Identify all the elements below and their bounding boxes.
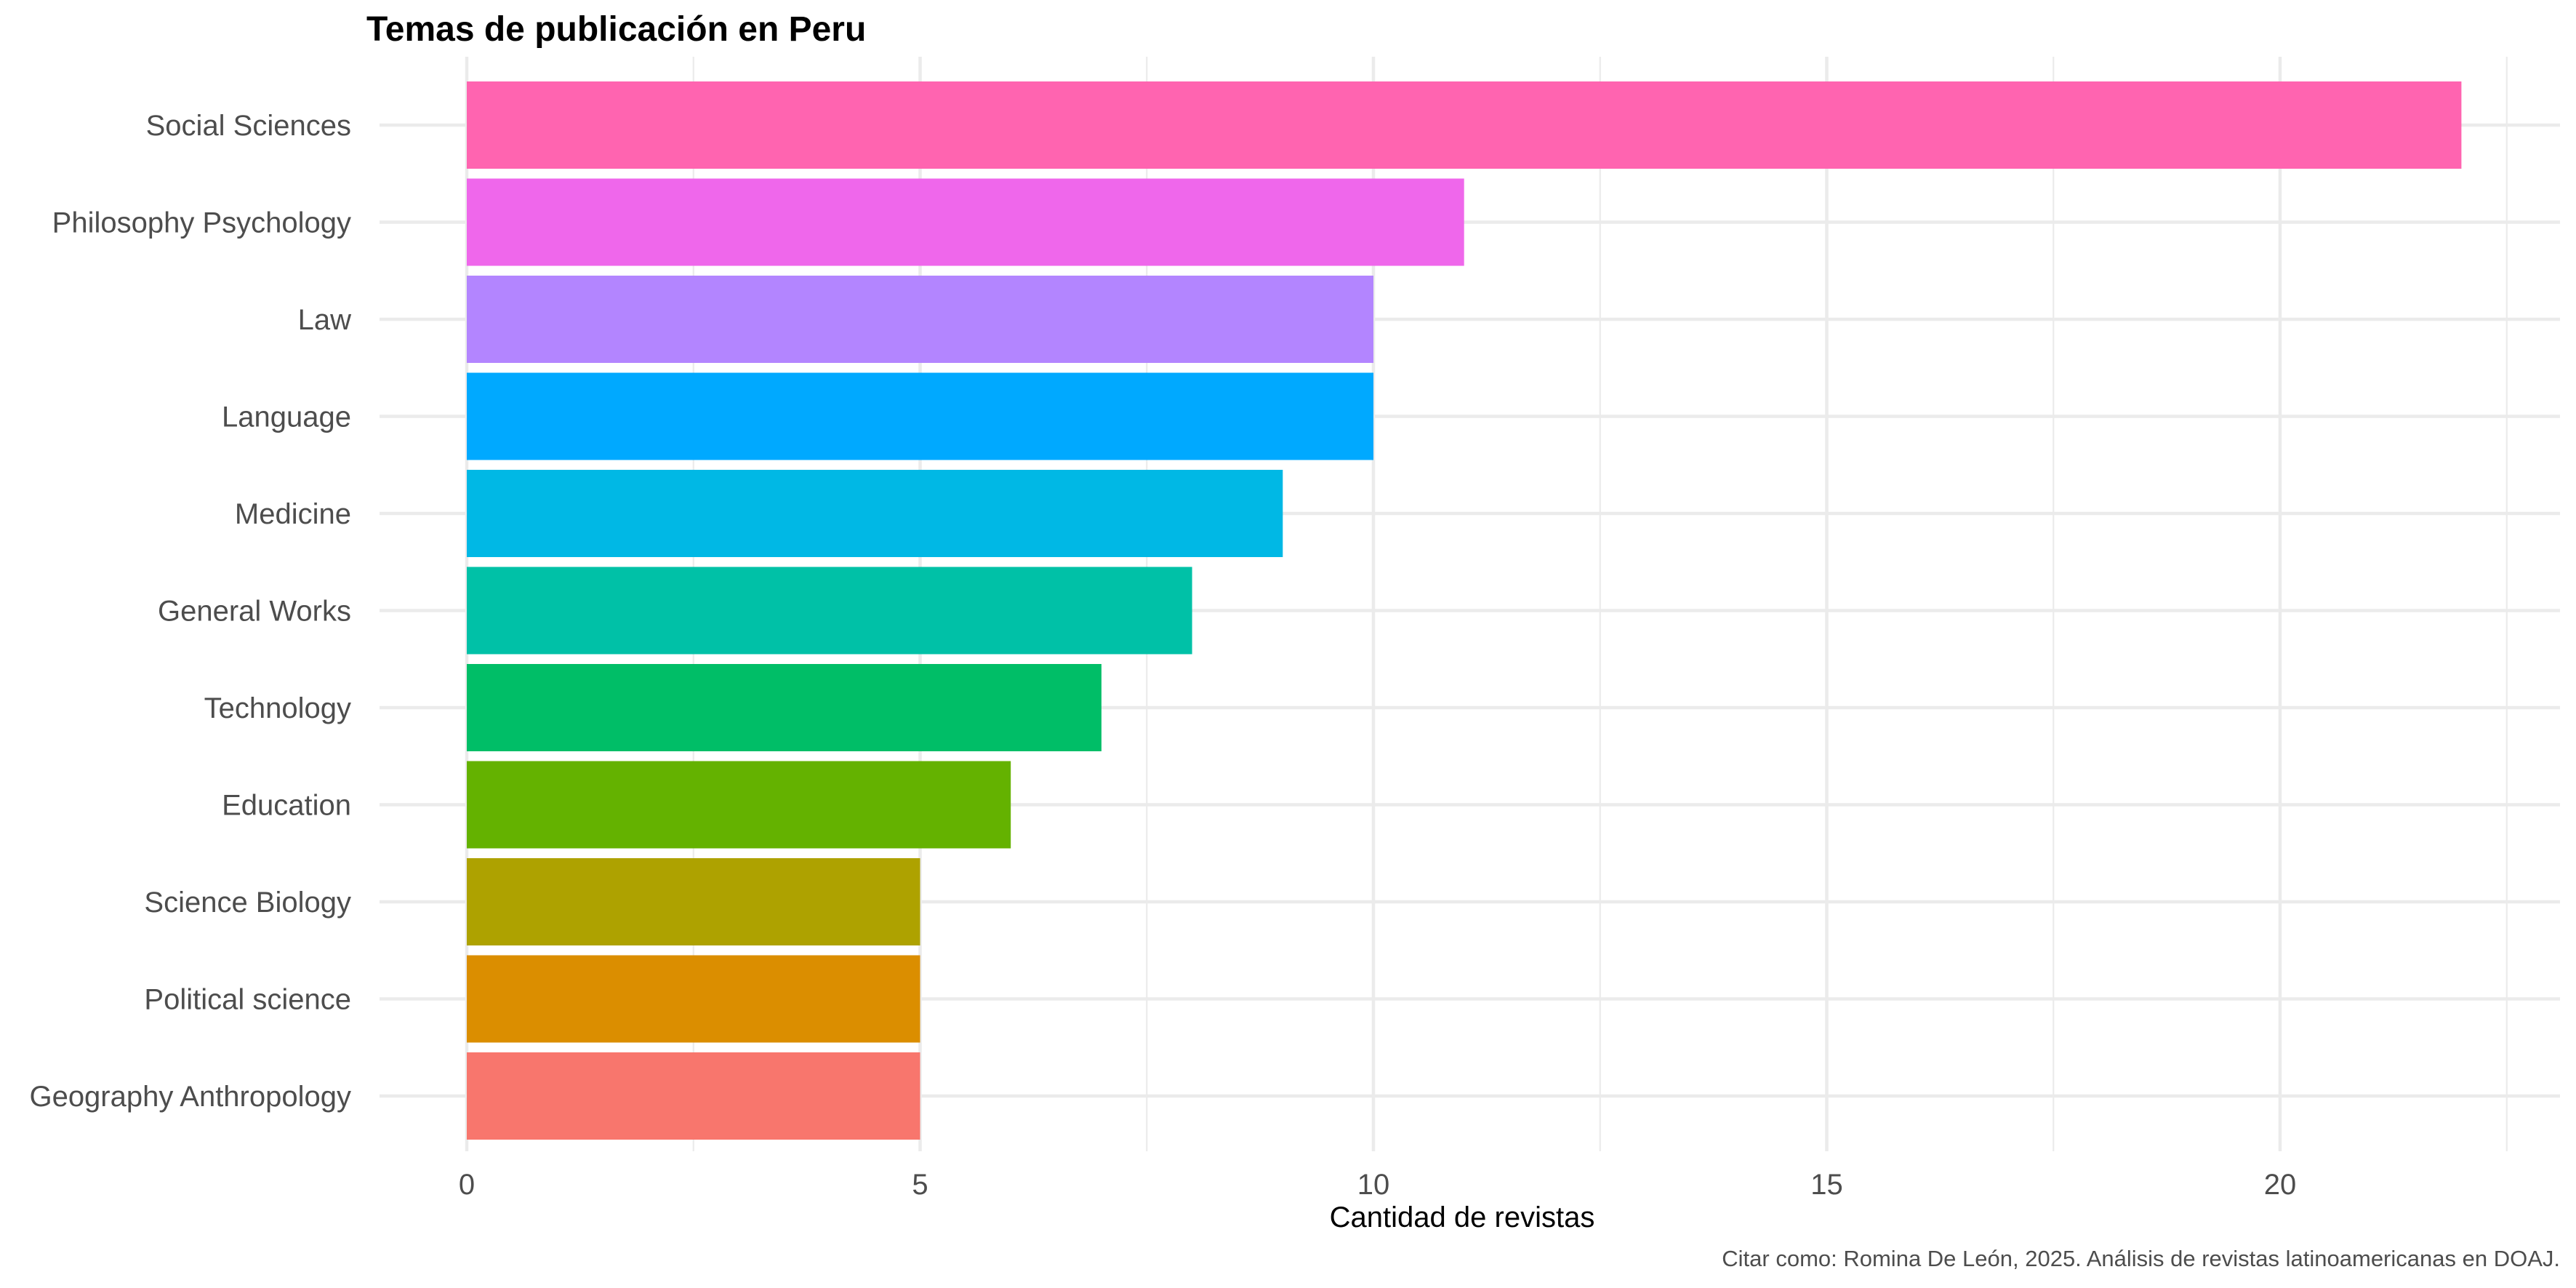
x-tick-label: 15	[1810, 1169, 1843, 1201]
category-label: Law	[298, 304, 351, 336]
chart-title: Temas de publicación en Peru	[366, 10, 866, 49]
category-labels: Social Sciences Philosophy Psychology Law L…	[29, 110, 351, 1113]
bar	[467, 1052, 920, 1140]
bar	[467, 178, 1464, 266]
bar	[467, 276, 1373, 363]
x-tick-label: 10	[1357, 1169, 1390, 1201]
category-label: Education	[222, 790, 351, 822]
bar	[467, 955, 920, 1043]
x-tick-label: 20	[2264, 1169, 2297, 1201]
bar	[467, 858, 920, 945]
category-label: Technology	[204, 692, 351, 724]
category-label: Philosophy Psychology	[52, 207, 351, 239]
x-axis-title: Cantidad de revistas	[1330, 1201, 1595, 1233]
bar	[467, 81, 2462, 169]
x-tick-label: 0	[459, 1169, 475, 1201]
bar	[467, 470, 1283, 557]
category-label: General Works	[158, 596, 351, 628]
bars	[467, 81, 2462, 1140]
bar	[467, 372, 1373, 460]
bar	[467, 567, 1192, 655]
bar	[467, 761, 1011, 849]
category-label: Geography Anthropology	[29, 1081, 351, 1113]
chart-caption: Citar como: Romina De León, 2025. Anális…	[1722, 1246, 2560, 1271]
category-label: Social Sciences	[146, 110, 351, 142]
category-label: Political science	[144, 984, 351, 1016]
category-label: Language	[222, 401, 351, 433]
category-label: Medicine	[235, 498, 351, 530]
category-label: Science Biology	[144, 887, 351, 919]
x-tick-label: 5	[912, 1169, 928, 1201]
x-tick-labels: 0 5 10 15 20	[459, 1169, 2296, 1201]
bar	[467, 664, 1102, 751]
